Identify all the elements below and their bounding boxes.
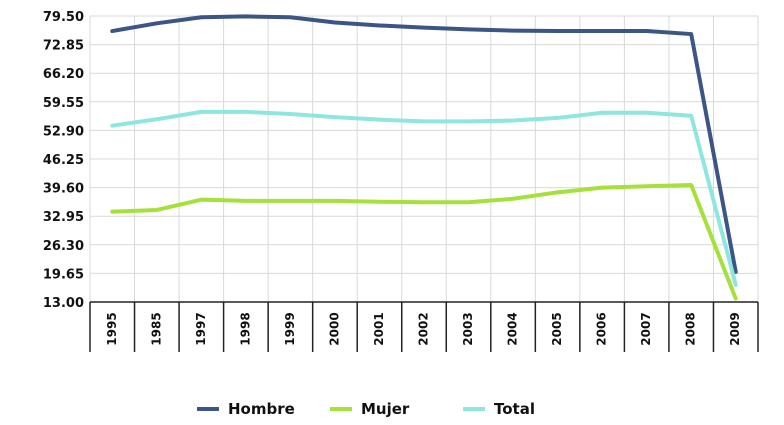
x-tick-label: 1998 [238,312,252,345]
y-tick-label: 59.55 [43,96,84,111]
legend-label: Total [494,400,535,418]
x-tick-label: 1995 [105,312,119,345]
series-line-mujer [110,183,738,301]
y-tick-label: 46.25 [43,153,84,168]
x-tick-label: 2006 [595,312,609,345]
y-tick-label: 26.30 [43,239,84,254]
series-line-hombre [110,14,738,274]
x-tick-label: 2004 [506,312,520,345]
y-tick-label: 32.95 [43,210,84,225]
y-tick-label: 72.85 [43,39,84,54]
y-tick-label: 39.60 [43,182,84,197]
x-tick-label: 2005 [550,312,564,345]
legend-label: Mujer [361,400,410,418]
y-tick-label: 66.20 [43,67,84,82]
y-tick-label: 19.65 [43,267,84,282]
x-tick-label: 1985 [149,312,163,345]
x-tick-label: 2001 [372,312,386,345]
x-tick-label: 1997 [194,312,208,345]
y-tick-label: 79.50 [43,10,84,25]
legend-label: Hombre [228,400,295,418]
y-tick-label: 13.00 [43,296,84,311]
y-tick-label: 52.90 [43,124,84,139]
x-tick-label: 2003 [461,312,475,345]
series-line-total [110,109,738,287]
x-tick-label: 2000 [327,312,341,345]
x-tick-label: 2007 [639,312,653,345]
x-tick-label: 2002 [417,312,431,345]
x-tick-label: 1999 [283,312,297,345]
x-tick-label: 2009 [728,312,742,345]
x-tick-label: 2008 [684,312,698,345]
